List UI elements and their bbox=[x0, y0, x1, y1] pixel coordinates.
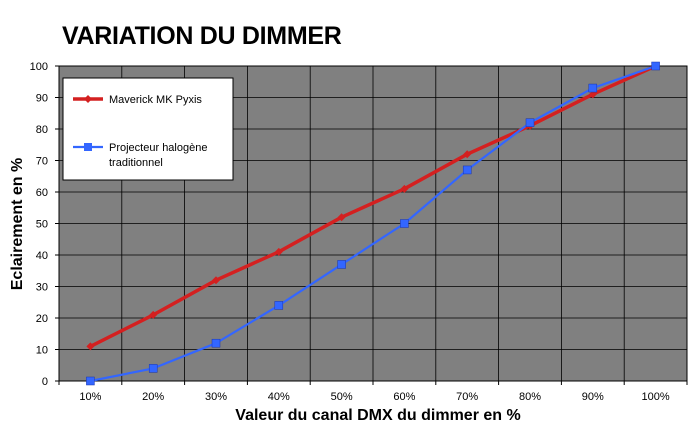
data-point bbox=[274, 301, 284, 310]
x-axis-title: Valeur du canal DMX du dimmer en % bbox=[235, 407, 520, 424]
data-point bbox=[274, 247, 283, 256]
y-tick-label: 0 bbox=[42, 376, 48, 388]
x-tick-label: 10% bbox=[79, 391, 101, 403]
y-tick-label: 80 bbox=[36, 124, 48, 136]
x-tick-label: 80% bbox=[519, 391, 541, 403]
data-point bbox=[400, 219, 409, 228]
x-tick-label: 20% bbox=[142, 391, 164, 403]
y-tick-label: 10 bbox=[36, 345, 48, 357]
x-tick-label: 40% bbox=[268, 391, 290, 403]
data-point bbox=[463, 150, 472, 159]
legend: Maverick MK Pyxis Projecteur halogène trad… bbox=[62, 77, 234, 181]
y-tick-label: 30 bbox=[36, 282, 48, 294]
x-tick-label: 30% bbox=[205, 391, 227, 403]
x-tick-label: 100% bbox=[642, 391, 670, 403]
x-axis-ticks: 10% 20% 30% 40% 50% 60% 70% 80% 90% 100% bbox=[58, 381, 688, 403]
data-point bbox=[588, 90, 597, 99]
legend-box bbox=[62, 77, 234, 181]
y-tick-label: 40 bbox=[36, 250, 48, 262]
data-point bbox=[211, 338, 221, 348]
data-point bbox=[400, 184, 409, 193]
data-point bbox=[337, 213, 346, 222]
data-point bbox=[462, 165, 472, 175]
y-axis-ticks: 0 10 20 30 40 50 60 70 80 90 100 bbox=[30, 61, 59, 388]
y-tick-label: 70 bbox=[36, 156, 48, 168]
y-tick-label: 20 bbox=[36, 313, 48, 325]
data-point bbox=[148, 364, 158, 373]
legend-label: Maverick MK Pyxis bbox=[109, 94, 202, 106]
data-point bbox=[86, 342, 95, 351]
y-axis-title: Eclairement en % bbox=[9, 158, 26, 291]
x-tick-label: 70% bbox=[456, 391, 478, 403]
data-point bbox=[86, 376, 95, 386]
y-tick-label: 100 bbox=[30, 61, 48, 73]
chart-title: VARIATION DU DIMMER bbox=[62, 22, 342, 50]
y-tick-label: 90 bbox=[36, 93, 48, 105]
legend-marker bbox=[84, 95, 92, 103]
series-line bbox=[90, 64, 656, 383]
x-tick-label: 50% bbox=[331, 391, 353, 403]
legend-label: traditionnel bbox=[109, 157, 163, 169]
data-point bbox=[651, 61, 660, 71]
data-point bbox=[337, 260, 346, 269]
data-point bbox=[149, 310, 158, 319]
legend-marker bbox=[84, 143, 92, 151]
y-tick-label: 50 bbox=[36, 219, 48, 231]
series-line bbox=[89, 64, 657, 348]
x-tick-label: 60% bbox=[393, 391, 415, 403]
legend-label: Projecteur halogène bbox=[109, 142, 207, 154]
y-tick-label: 60 bbox=[36, 187, 48, 199]
data-point bbox=[588, 83, 598, 93]
data-point bbox=[212, 276, 220, 285]
series-layer bbox=[86, 61, 660, 386]
series-2 bbox=[86, 61, 660, 386]
data-point bbox=[525, 118, 535, 127]
x-tick-label: 90% bbox=[582, 391, 604, 403]
